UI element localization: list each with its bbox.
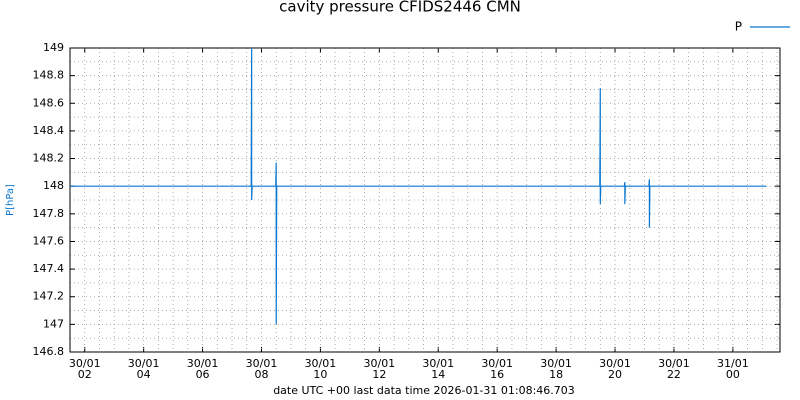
x-axis-label: date UTC +00 last data time 2026-01-31 0… bbox=[273, 384, 575, 397]
x-tick-label: 31/01 00 bbox=[717, 357, 749, 381]
x-tick-label-line: 20 bbox=[608, 368, 622, 381]
y-tick-label: 148.4 bbox=[33, 124, 65, 137]
y-tick-label: 148 bbox=[43, 179, 64, 192]
y-tick-label: 148.2 bbox=[33, 152, 65, 165]
x-tick-label: 30/01 02 bbox=[69, 357, 101, 381]
x-tick-label-line: 30/01 bbox=[128, 357, 160, 370]
chart-title: cavity pressure CFIDS2446 CMN bbox=[279, 0, 521, 16]
x-tick-label-line: 30/01 bbox=[69, 357, 101, 370]
x-tick-label-line: 30/01 bbox=[422, 357, 454, 370]
x-tick-label: 30/01 20 bbox=[599, 357, 631, 381]
x-tick-label-line: 30/01 bbox=[363, 357, 395, 370]
y-tick-label: 147.4 bbox=[33, 262, 65, 275]
x-tick-label-line: 08 bbox=[254, 368, 268, 381]
y-tick-label: 147 bbox=[43, 317, 64, 330]
x-tick-label: 30/01 06 bbox=[187, 357, 219, 381]
y-tick-label: 149 bbox=[43, 41, 64, 54]
data-line bbox=[70, 48, 767, 325]
y-tick-label: 148.6 bbox=[33, 96, 65, 109]
x-tick-label: 30/01 14 bbox=[422, 357, 454, 381]
x-tick-label: 30/01 18 bbox=[540, 357, 572, 381]
x-tick-label-line: 14 bbox=[431, 368, 445, 381]
x-tick-label: 30/01 12 bbox=[363, 357, 395, 381]
x-tick-label-line: 31/01 bbox=[717, 357, 749, 370]
x-tick-label-line: 00 bbox=[726, 368, 740, 381]
x-tick-label-line: 30/01 bbox=[540, 357, 572, 370]
x-tick-label-line: 22 bbox=[667, 368, 681, 381]
x-tick-label: 30/01 04 bbox=[128, 357, 160, 381]
x-tick-label-line: 02 bbox=[78, 368, 92, 381]
x-tick-label-line: 30/01 bbox=[187, 357, 219, 370]
x-tick-label-line: 04 bbox=[137, 368, 151, 381]
y-tick-label: 146.8 bbox=[33, 345, 65, 358]
x-tick-label-line: 30/01 bbox=[658, 357, 690, 370]
x-tick-label: 30/01 16 bbox=[481, 357, 513, 381]
x-tick-label: 30/01 10 bbox=[305, 357, 337, 381]
x-tick-label-line: 30/01 bbox=[481, 357, 513, 370]
plot-frame bbox=[69, 47, 781, 353]
y-tick-label: 147.2 bbox=[33, 290, 65, 303]
y-tick-label: 147.8 bbox=[33, 207, 65, 220]
x-tick-label-line: 10 bbox=[313, 368, 327, 381]
x-tick-label-line: 16 bbox=[490, 368, 504, 381]
x-tick-label: 30/01 08 bbox=[246, 357, 278, 381]
x-tick-label-line: 30/01 bbox=[599, 357, 631, 370]
x-tick-label-line: 30/01 bbox=[305, 357, 337, 370]
x-tick-label-line: 18 bbox=[549, 368, 563, 381]
x-tick-label-line: 12 bbox=[372, 368, 386, 381]
x-tick-label: 30/01 22 bbox=[658, 357, 690, 381]
y-axis-label: P[hPa] bbox=[5, 184, 16, 216]
y-tick-label: 148.8 bbox=[33, 69, 65, 82]
x-tick-label-line: 06 bbox=[196, 368, 210, 381]
y-tick-label: 147.6 bbox=[33, 234, 65, 247]
legend-label: P bbox=[735, 20, 742, 34]
x-tick-label-line: 30/01 bbox=[246, 357, 278, 370]
